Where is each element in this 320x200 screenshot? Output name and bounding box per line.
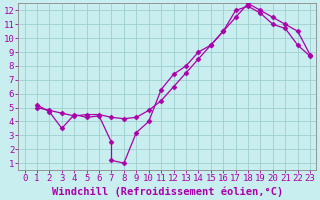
X-axis label: Windchill (Refroidissement éolien,°C): Windchill (Refroidissement éolien,°C) — [52, 186, 283, 197]
